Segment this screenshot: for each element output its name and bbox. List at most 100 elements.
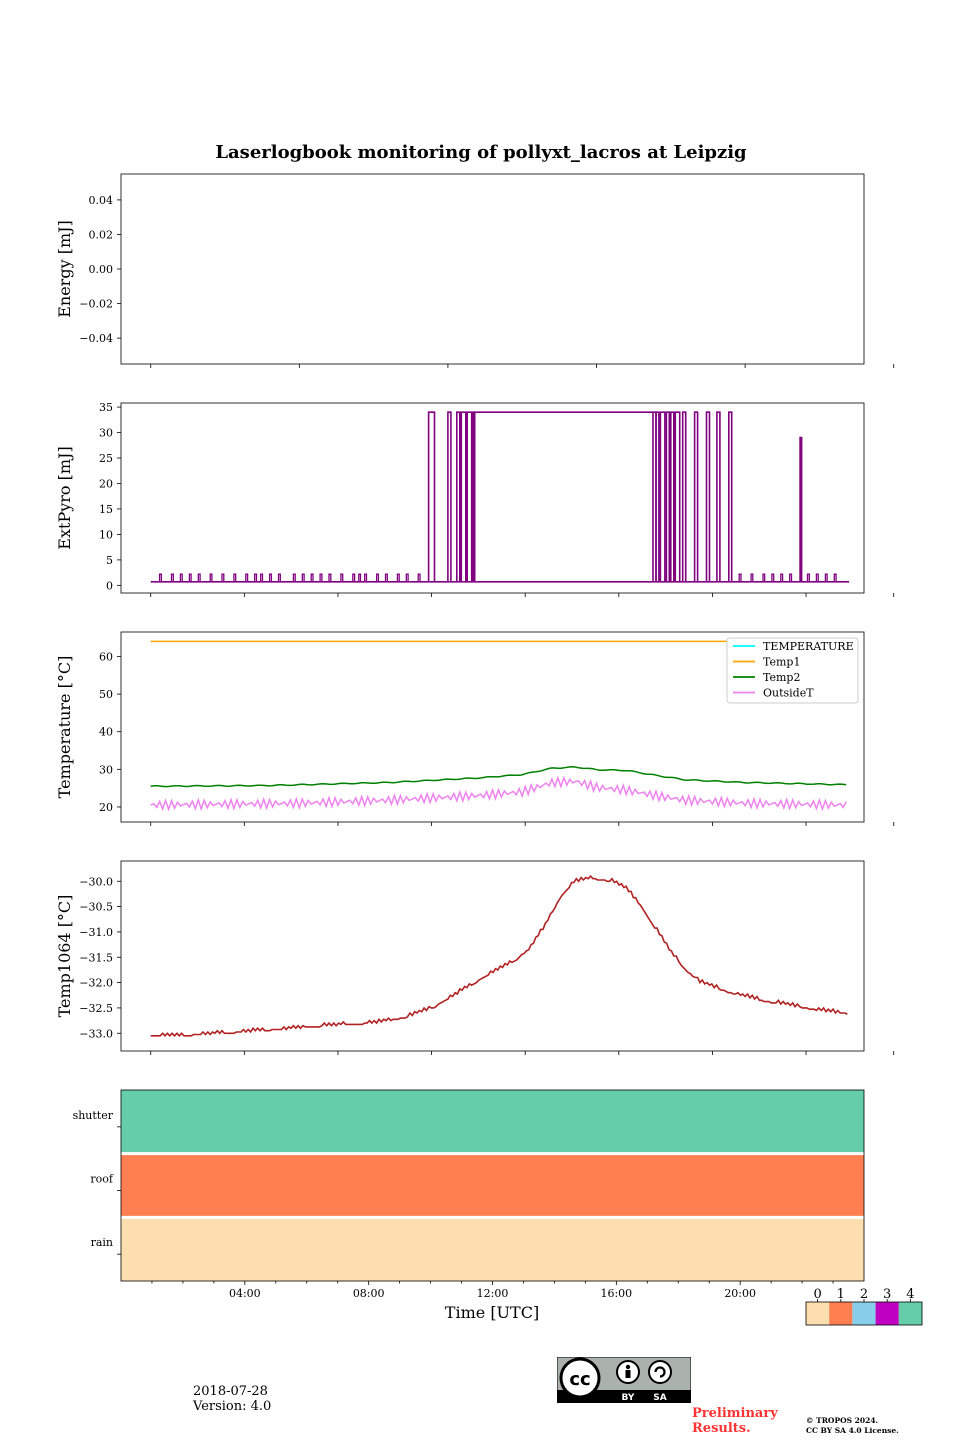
badge-by-text: BY [622,1393,635,1403]
temp1064-ytick-label: −31.5 [79,951,113,964]
series-temp2 [150,766,847,788]
extpyro-ylabel: ExtPyro [mJ] [55,446,74,549]
extpyro-spike [310,573,314,582]
extpyro-series [150,411,850,583]
flag-row-label: shutter [73,1109,114,1122]
extpyro-burst [670,411,675,582]
extpyro-spike [384,573,388,582]
extpyro-burst [655,411,660,582]
temp1064-ytick-label: −30.5 [79,901,113,914]
temperature-frame [120,631,865,823]
temperature-ytick-label: 30 [99,763,113,776]
extpyro-spike [750,573,754,582]
colorbar-cell-3 [875,1302,899,1325]
extpyro-spike [771,573,775,582]
extpyro-spike [789,573,793,582]
extpyro-spike [254,573,258,582]
extpyro-spike [277,573,281,582]
energy-ytick-label: −0.02 [79,298,113,311]
energy-ytick-label: 0.00 [89,263,114,276]
flags-xtick-label: 12:00 [477,1287,509,1300]
temperature-ytick-label: 50 [99,688,113,701]
colorbar-tick-label: 4 [906,1287,914,1302]
extpyro-frame [120,402,865,594]
series-temp1064 [150,875,848,1037]
extpyro-spike [352,573,356,582]
preliminary-line-1: Preliminary [692,1406,778,1421]
energy-ytick-label: 0.02 [89,228,114,241]
extpyro-burst [466,411,473,582]
extpyro-spike [780,573,784,582]
extpyro-spike [375,573,380,582]
preliminary-line-2: Results. [692,1421,751,1436]
flags-xtick-label: 16:00 [600,1287,632,1300]
temp1064-ytick-label: −33.0 [79,1027,113,1040]
extpyro-ytick-label: 25 [99,452,113,465]
extpyro-spike [762,573,766,582]
extpyro-spike [417,573,421,582]
svg-text:cc: cc [569,1369,590,1390]
extpyro-ytick-label: 0 [106,579,113,592]
extpyro-spike [179,573,183,582]
extpyro-ytick-label: 15 [99,503,113,516]
extpyro-spike [170,573,174,582]
colorbar-tick-label: 0 [813,1287,821,1302]
extpyro-spike [824,573,828,582]
temperature-legend: TEMPERATURE Temp1 Temp2 OutsideT [726,637,859,704]
extpyro-spike [806,573,810,582]
colorbar-cell-0 [806,1302,830,1325]
x-axis-label: Time [UTC] [445,1303,539,1322]
temp1064-ytick-label: −32.0 [79,977,113,990]
extpyro-spike [221,573,225,582]
temperature-ylabel: Temperature [°C] [55,656,74,799]
extpyro-burst [799,436,803,582]
temp1064-ytick-label: −31.0 [79,926,113,939]
energy-frame [120,173,865,365]
extpyro-spike [319,573,323,582]
extpyro-burst [665,411,671,582]
copyright-line-1: © TROPOS 2024. [806,1416,879,1425]
copyright-note: © TROPOS 2024. CC BY SA 4.0 License. [806,1416,899,1436]
temperature-ytick-label: 40 [99,726,113,739]
cc-by-sa-badge: cc BY SA [557,1357,691,1403]
flag-row-shutter [121,1090,864,1154]
preliminary-note: Preliminary Results. [692,1406,778,1436]
extpyro-spike [260,573,264,582]
flag-row-label: roof [90,1173,114,1186]
extpyro-spike [209,573,213,582]
legend-label-outsidet: OutsideT [763,687,814,700]
flag-row-roof [121,1153,864,1218]
extpyro-spike [268,573,273,582]
extpyro-burst [716,411,721,582]
extpyro-burst [460,411,467,582]
temp1064-ylabel: Temp1064 [°C] [55,895,74,1018]
extpyro-ytick-label: 20 [99,477,113,490]
date-label: 2018-07-28 [193,1384,268,1399]
colorbar-cell-2 [852,1302,876,1325]
extpyro-burst [447,411,452,582]
extpyro-spike [158,573,163,582]
legend-label-temperature: TEMPERATURE [763,640,854,653]
legend-frame [726,637,859,704]
copyright-line-2: CC BY SA 4.0 License. [806,1426,899,1435]
extpyro-burst [728,411,733,582]
extpyro-spike [245,573,249,582]
extpyro-spike [738,573,742,582]
series-outsidet [150,775,847,812]
legend-label-temp1: Temp1 [763,656,800,669]
extpyro-spike [405,573,409,582]
temperature-ytick-label: 60 [99,650,113,663]
flag-row-rain [121,1217,864,1281]
extpyro-burst [681,411,687,582]
extpyro-spike [396,573,400,582]
flags-xtick-label: 20:00 [724,1287,756,1300]
extpyro-burst [659,411,666,582]
temp1064-ytick-label: −30.0 [79,875,113,888]
badge-sa-text: SA [653,1393,666,1403]
flags-xtick-label: 08:00 [353,1287,385,1300]
energy-ylabel: Energy [mJ] [55,220,74,318]
extpyro-spike [340,573,344,582]
colorbar-tick-label: 2 [860,1287,868,1302]
